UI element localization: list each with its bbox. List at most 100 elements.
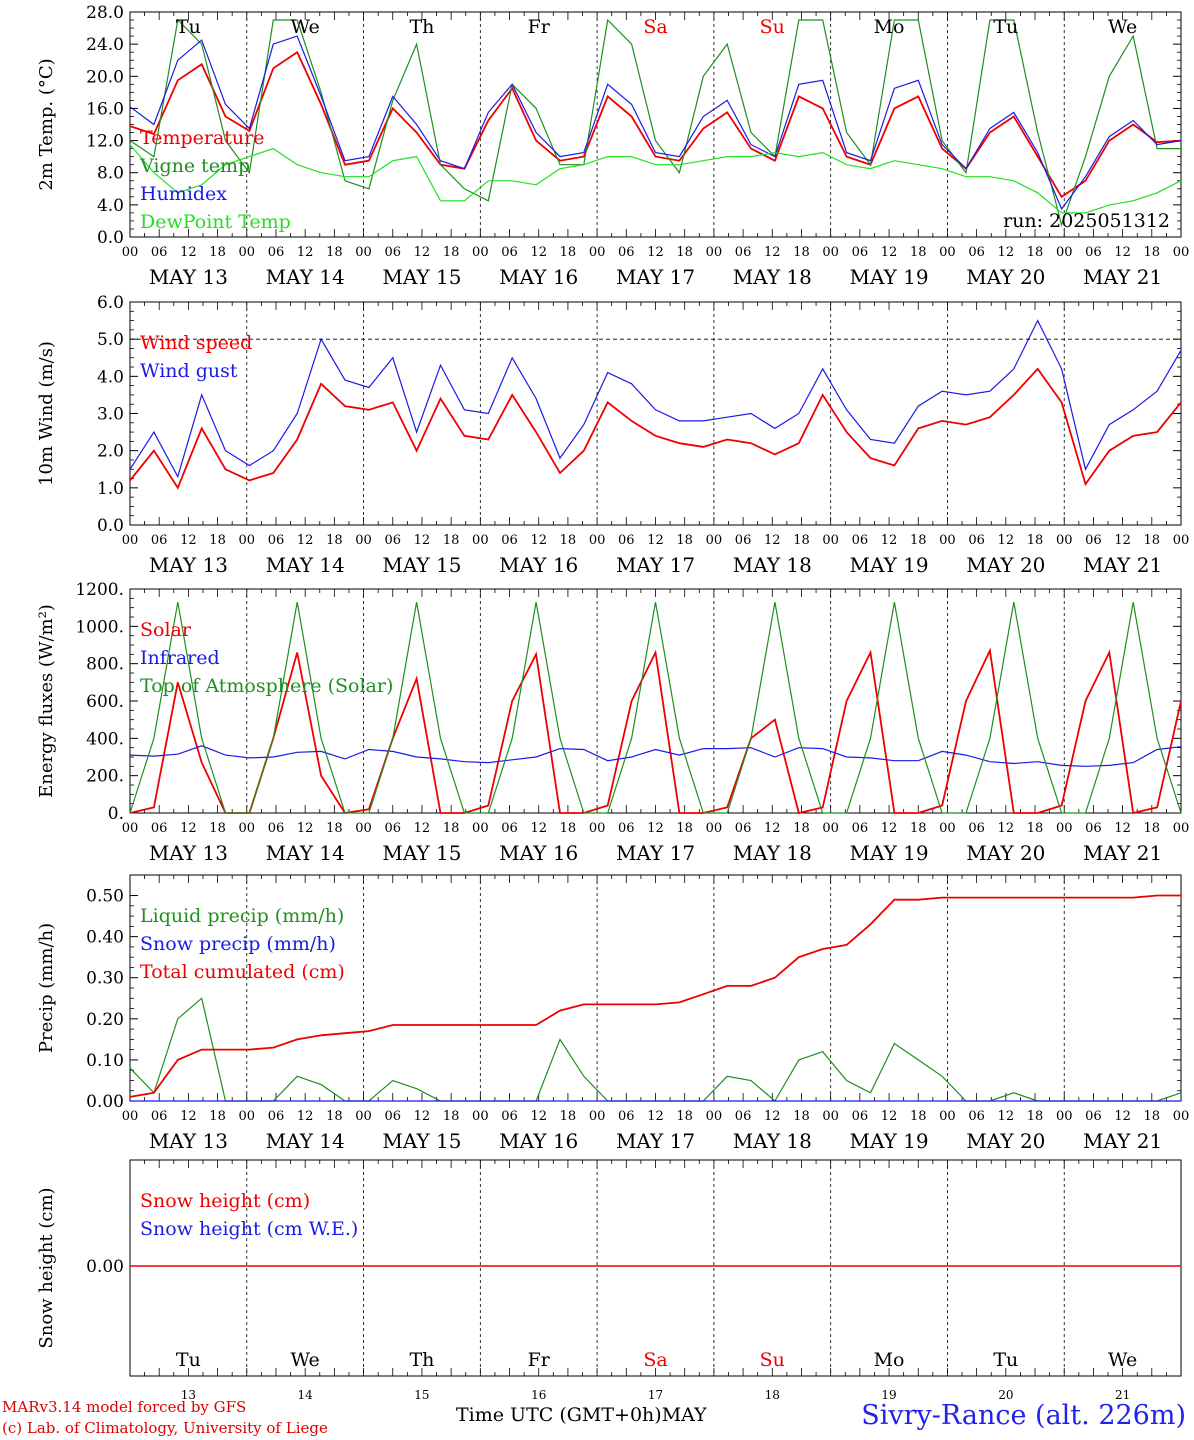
weekday-label: Tu: [993, 16, 1018, 38]
hour-label: 00: [472, 821, 489, 836]
hour-label: 18: [560, 533, 577, 548]
hour-label: 18: [1027, 1109, 1044, 1124]
day-label: MAY 16: [499, 1129, 578, 1153]
hour-label: 18: [910, 533, 927, 548]
hour-label: 12: [647, 245, 664, 260]
y-tick-label: 3.0: [97, 405, 124, 425]
legend-entry: Vigne temp: [139, 155, 250, 177]
hour-label: 06: [968, 1109, 985, 1124]
y-tick-label: 28.0: [86, 3, 124, 23]
hour-label: 00: [939, 821, 956, 836]
legend-entry: DewPoint Temp: [140, 211, 291, 233]
hour-label: 06: [618, 1109, 635, 1124]
series-line: [129, 745, 1182, 767]
y-tick-label: 0.10: [86, 1051, 124, 1071]
hour-label: 18: [209, 821, 226, 836]
hour-label: 06: [735, 821, 752, 836]
hour-label: 00: [472, 533, 489, 548]
hour-label: 00: [706, 245, 723, 260]
y-tick-label: 4.0: [97, 196, 124, 216]
legend-entry: Total cumulated (cm): [140, 961, 345, 983]
series-line: [129, 601, 1182, 814]
panel-frame: [129, 301, 1182, 526]
hour-label: 12: [297, 245, 314, 260]
day-label: MAY 19: [849, 1129, 928, 1153]
hour-label: 18: [676, 1109, 693, 1124]
hour-label: 12: [180, 245, 197, 260]
day-label: MAY 18: [733, 553, 812, 577]
hour-label: 00: [822, 1109, 839, 1124]
weekday-label: Fr: [528, 16, 551, 38]
legend-entry: Wind gust: [140, 360, 238, 382]
legend-entry: Snow precip (mm/h): [140, 933, 336, 955]
weekday-label: Mo: [874, 1349, 905, 1371]
day-label: MAY 19: [849, 265, 928, 289]
y-tick-label: 5.0: [97, 330, 124, 350]
hour-label: 06: [151, 533, 168, 548]
day-label: MAY 16: [499, 265, 578, 289]
y-tick-label: 12.0: [86, 132, 124, 152]
day-number-label: 21: [1115, 1388, 1130, 1402]
y-tick-label: 4.0: [97, 367, 124, 387]
hour-label: 06: [501, 1109, 518, 1124]
weekday-label: Sa: [643, 1349, 667, 1371]
hour-label: 00: [1056, 533, 1073, 548]
series-line: [129, 35, 1182, 211]
day-label: MAY 21: [1083, 841, 1162, 865]
hour-label: 00: [706, 533, 723, 548]
weekday-label: Mo: [874, 16, 905, 38]
day-label: MAY 13: [149, 265, 228, 289]
hour-label: 06: [1085, 533, 1102, 548]
weekday-label: We: [1108, 1349, 1137, 1371]
hour-label: 00: [589, 245, 606, 260]
day-number-label: 18: [765, 1388, 780, 1402]
hour-label: 18: [326, 533, 343, 548]
hour-label: 18: [676, 245, 693, 260]
hour-label: 12: [881, 1109, 898, 1124]
hour-label: 18: [676, 533, 693, 548]
lab-credit: (c) Lab. of Climatology, University of L…: [2, 1419, 328, 1437]
weekday-label: Su: [760, 16, 785, 38]
day-label: MAY 19: [849, 841, 928, 865]
day-label: MAY 17: [616, 841, 695, 865]
weekday-label: Th: [409, 1349, 434, 1371]
y-tick-label: 600.: [86, 692, 124, 712]
hour-label: 00: [822, 533, 839, 548]
hour-label: 12: [647, 821, 664, 836]
hour-label: 00: [122, 821, 139, 836]
day-label: MAY 14: [266, 553, 345, 577]
day-label: MAY 13: [149, 553, 228, 577]
day-label: MAY 15: [382, 553, 461, 577]
y-tick-label: 24.0: [86, 35, 124, 55]
weekday-label: Sa: [643, 16, 667, 38]
hour-label: 06: [968, 245, 985, 260]
hour-label: 06: [151, 1109, 168, 1124]
hour-label: 18: [1144, 821, 1161, 836]
day-label: MAY 21: [1083, 265, 1162, 289]
month-label: MAY: [661, 1404, 707, 1426]
hour-label: 00: [589, 533, 606, 548]
hour-label: 06: [501, 533, 518, 548]
panel-frame: [129, 11, 1182, 238]
hour-label: 12: [1114, 245, 1131, 260]
hour-label: 06: [1085, 1109, 1102, 1124]
legend-entry: Wind speed: [140, 332, 252, 354]
hour-label: 06: [852, 533, 869, 548]
hour-label: 12: [764, 821, 781, 836]
hour-label: 12: [881, 245, 898, 260]
hour-label: 00: [1056, 245, 1073, 260]
legend-entry: Solar: [140, 619, 192, 641]
hour-label: 12: [764, 533, 781, 548]
hour-label: 00: [122, 533, 139, 548]
hour-label: 12: [647, 533, 664, 548]
hour-label: 18: [209, 245, 226, 260]
hour-label: 06: [618, 245, 635, 260]
hour-label: 18: [1144, 245, 1161, 260]
hour-label: 06: [501, 821, 518, 836]
series-line: [129, 144, 1182, 214]
run-annotation: run: 2025051312: [1003, 210, 1170, 232]
hour-label: 18: [209, 1109, 226, 1124]
day-number-label: 16: [531, 1388, 546, 1402]
day-number-label: 14: [298, 1388, 314, 1402]
hour-label: 06: [501, 245, 518, 260]
